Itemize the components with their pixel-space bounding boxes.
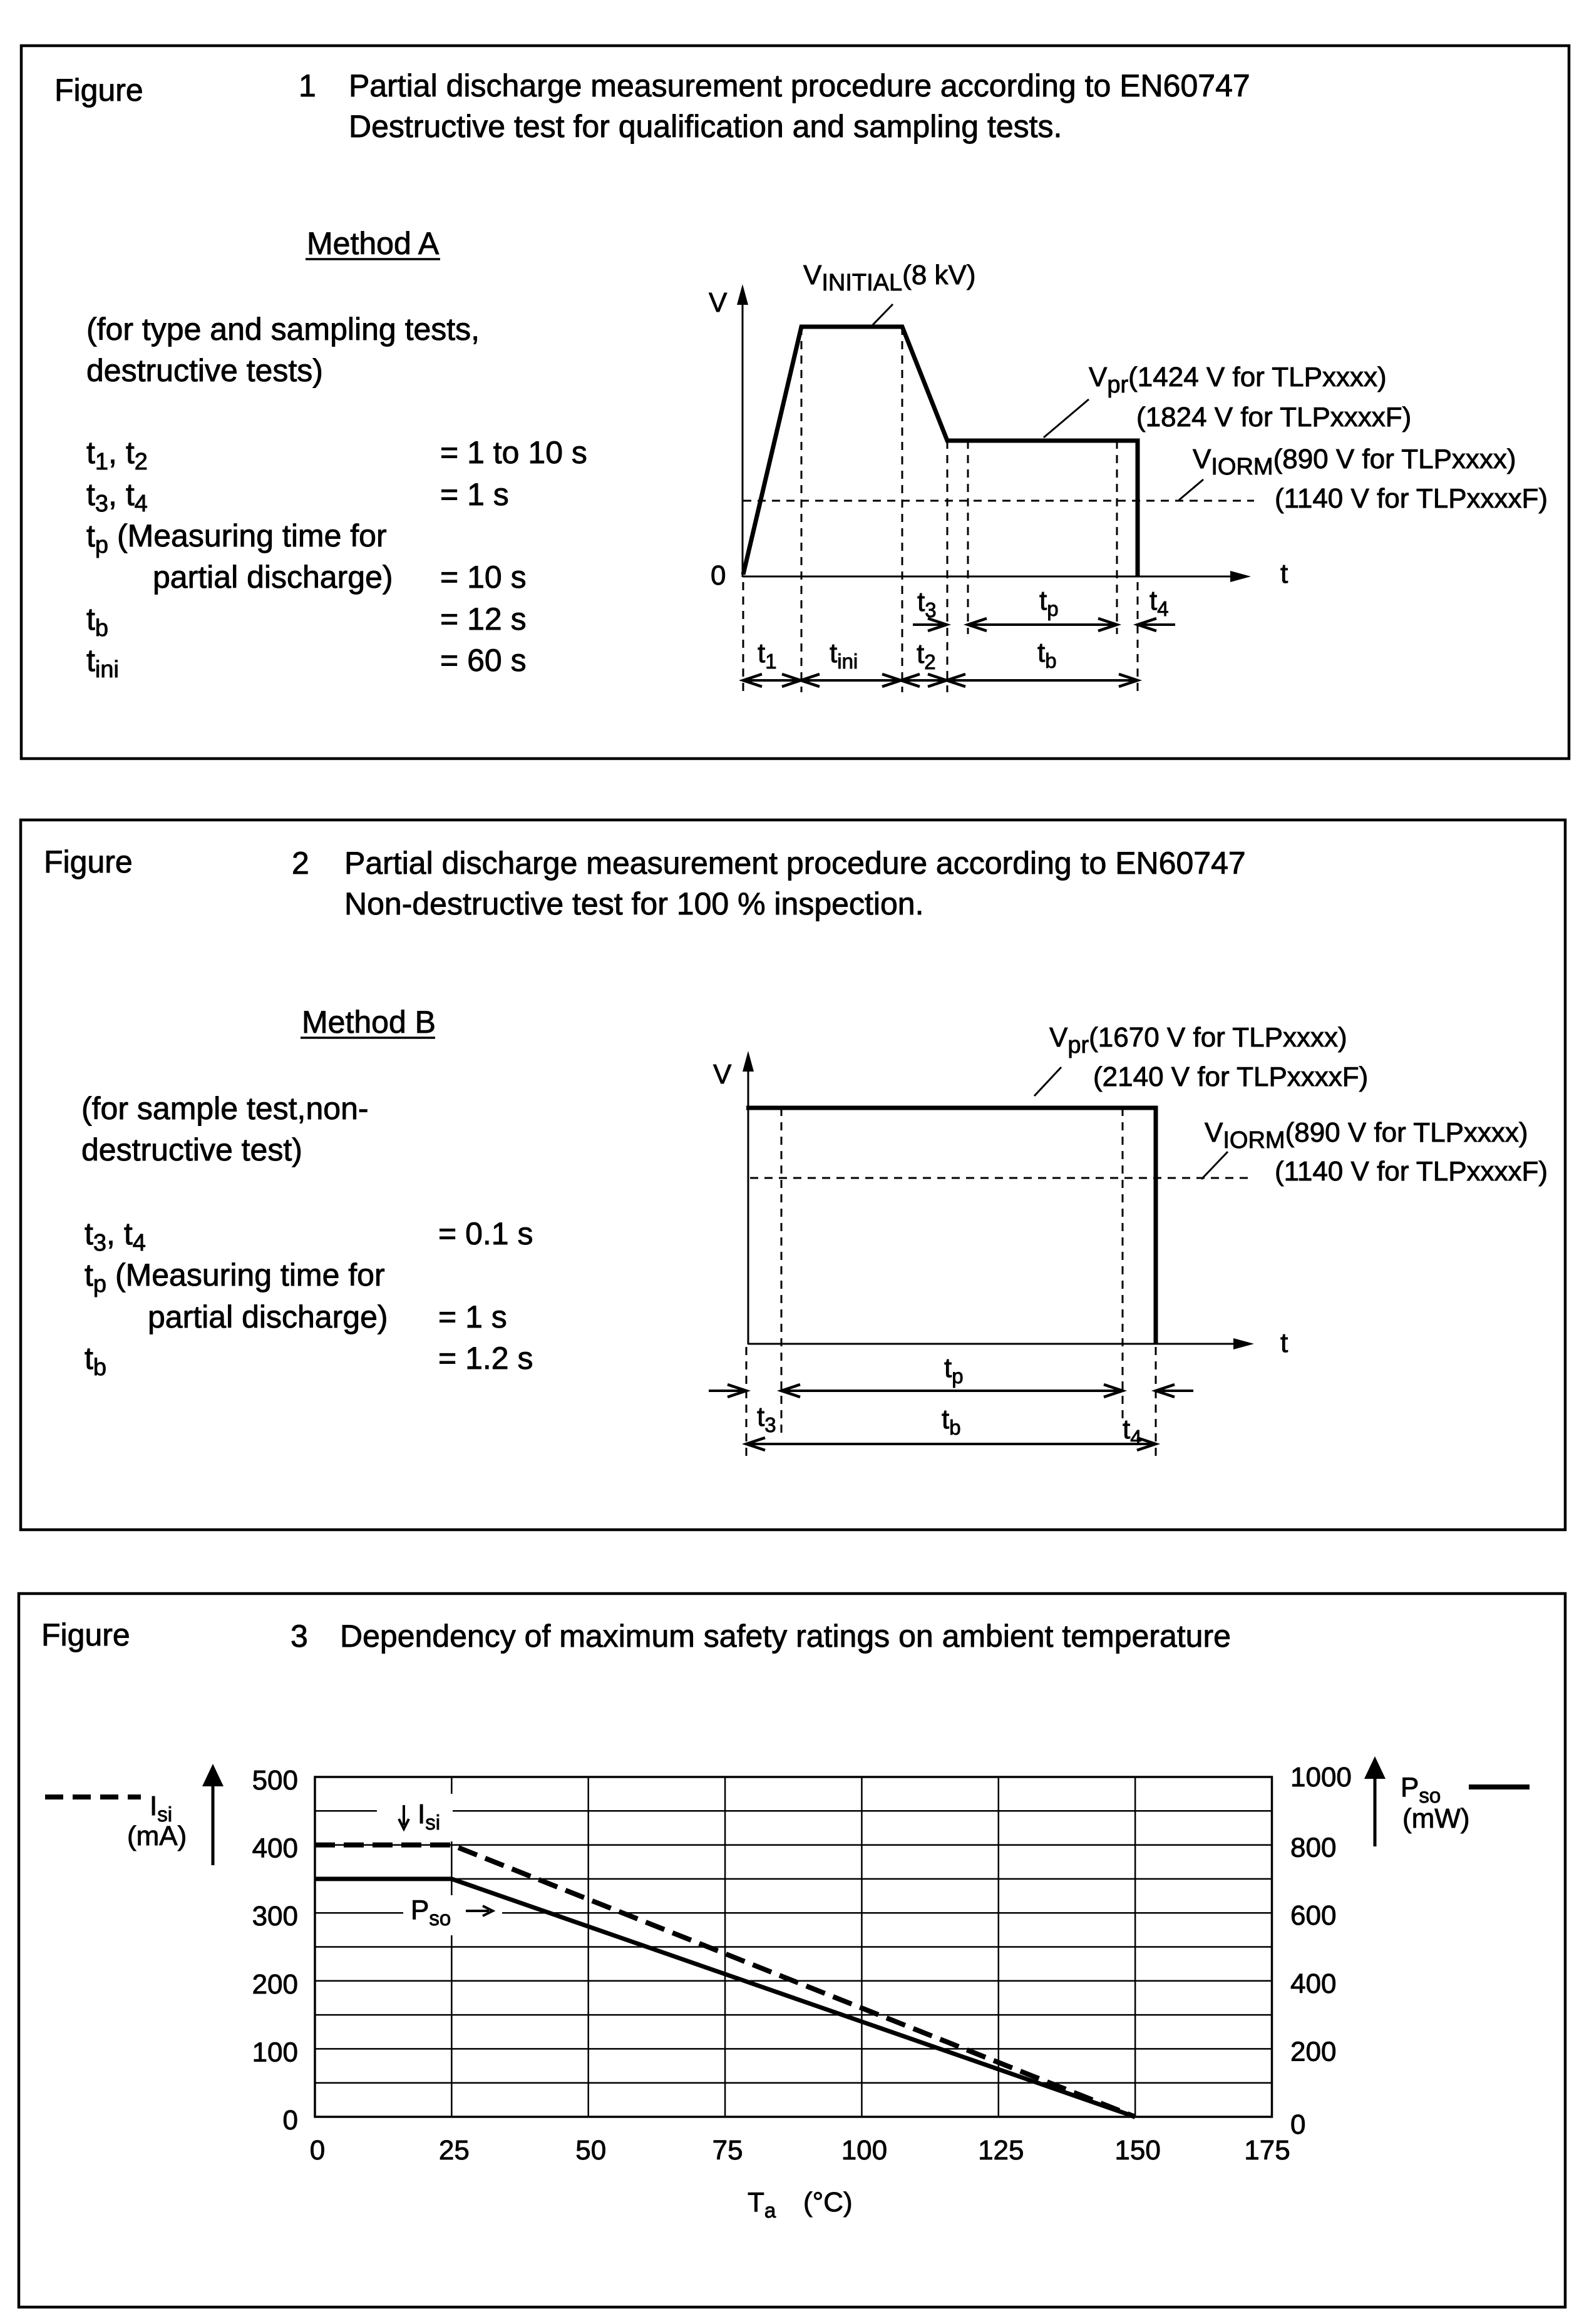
svg-text:(1140 V for TLPxxxxF): (1140 V for TLPxxxxF) — [1275, 483, 1548, 514]
svg-text:= 60 s: = 60 s — [440, 643, 527, 678]
svg-text:0: 0 — [711, 560, 726, 591]
svg-text:75: 75 — [712, 2135, 743, 2166]
svg-text:Method B: Method B — [302, 1005, 436, 1040]
svg-text:(for type and sampling tests,: (for type and sampling tests, — [86, 312, 480, 347]
svg-text:200: 200 — [1290, 2036, 1336, 2067]
svg-text:Figure: Figure — [41, 1617, 130, 1652]
svg-text:Pso​: Pso​ — [1401, 1772, 1441, 1807]
svg-text:partial discharge): partial discharge) — [153, 560, 393, 595]
svg-text:t: t — [1280, 1328, 1288, 1358]
svg-text:t4​: t4​ — [1149, 585, 1169, 620]
svg-text:500: 500 — [252, 1765, 298, 1796]
svg-text:t3​: t3​ — [917, 586, 937, 622]
svg-text:VINITIAL(8 kV): VINITIAL(8 kV) — [803, 260, 976, 296]
svg-text:1000: 1000 — [1290, 1762, 1352, 1793]
svg-text:tp​ (Measuring time for: tp​ (Measuring time for — [85, 1257, 385, 1298]
svg-text:t3​, t4​: t3​, t4​ — [86, 477, 148, 517]
svg-text:25: 25 — [439, 2135, 470, 2166]
svg-text:Method A: Method A — [307, 226, 440, 261]
svg-text:VIORM(890 V for TLPxxxx): VIORM(890 V for TLPxxxx) — [1193, 444, 1516, 480]
svg-text:t4​: t4​ — [1123, 1414, 1142, 1449]
svg-text:50: 50 — [575, 2135, 606, 2166]
svg-text:tb​: tb​ — [942, 1404, 961, 1439]
svg-text:tini​: tini​ — [86, 643, 119, 683]
svg-text:= 10 s: = 10 s — [440, 560, 527, 595]
svg-text:t: t — [1280, 558, 1288, 589]
svg-text:t3​: t3​ — [757, 1401, 776, 1436]
svg-text:tb​: tb​ — [85, 1341, 106, 1381]
svg-text:Partial discharge measurement: Partial discharge measurement procedure … — [344, 846, 1246, 881]
svg-text:(mW): (mW) — [1402, 1803, 1470, 1834]
svg-text:tb​: tb​ — [86, 601, 108, 642]
svg-text:t2​: t2​ — [917, 638, 936, 673]
svg-text:t3​, t4​: t3​, t4​ — [85, 1216, 146, 1256]
svg-text:100: 100 — [252, 2037, 298, 2067]
svg-text:150: 150 — [1114, 2135, 1160, 2166]
svg-text:125: 125 — [978, 2135, 1024, 2166]
svg-text:Figure: Figure — [44, 844, 133, 879]
svg-text:= 1 s: = 1 s — [440, 477, 509, 512]
svg-text:tp​ (Measuring time for: tp​ (Measuring time for — [86, 518, 387, 558]
svg-text:2: 2 — [292, 846, 309, 881]
svg-text:tini​: tini​ — [830, 638, 858, 673]
svg-text:Ta​: Ta​ — [748, 2187, 776, 2222]
svg-text:600: 600 — [1290, 1900, 1336, 1931]
svg-text:0: 0 — [310, 2135, 325, 2166]
svg-text:tp​: tp​ — [1039, 585, 1059, 620]
svg-text:destructive test): destructive test) — [81, 1132, 302, 1167]
svg-text:(mA): (mA) — [127, 1821, 187, 1851]
svg-text:= 1 s: = 1 s — [438, 1299, 507, 1334]
svg-text:destructive tests): destructive tests) — [86, 353, 323, 388]
svg-text:3: 3 — [291, 1619, 308, 1654]
svg-text:200: 200 — [252, 1969, 298, 2000]
svg-text:V: V — [709, 287, 728, 318]
svg-text:Dependency of maximum safety r: Dependency of maximum safety ratings on … — [340, 1619, 1231, 1654]
svg-text:0: 0 — [283, 2105, 298, 2136]
svg-text:VIORM(890 V for TLPxxxx): VIORM(890 V for TLPxxxx) — [1205, 1117, 1528, 1154]
svg-text:(2140 V for TLPxxxxF): (2140 V for TLPxxxxF) — [1093, 1062, 1368, 1092]
svg-text:= 1.2 s: = 1.2 s — [438, 1341, 533, 1376]
svg-text:= 12 s: = 12 s — [440, 601, 527, 637]
svg-text:t1​: t1​ — [758, 638, 777, 673]
svg-text:Destructive test for qualifica: Destructive test for qualification and s… — [349, 109, 1062, 144]
svg-text:tp​: tp​ — [944, 1353, 964, 1388]
svg-text:= 0.1 s: = 0.1 s — [438, 1216, 533, 1251]
svg-text:Figure: Figure — [54, 73, 143, 108]
svg-text:300: 300 — [252, 1901, 298, 1932]
svg-text:tb​: tb​ — [1037, 637, 1057, 672]
svg-text:Partial discharge measurement: Partial discharge measurement procedure … — [349, 68, 1250, 103]
svg-text:partial discharge): partial discharge) — [148, 1299, 388, 1334]
svg-text:Vpr(1670 V for TLPxxxx): Vpr(1670 V for TLPxxxx) — [1049, 1022, 1347, 1058]
svg-text:0: 0 — [1290, 2109, 1305, 2140]
svg-text:400: 400 — [252, 1833, 298, 1864]
svg-text:V: V — [713, 1059, 732, 1090]
svg-text:Non-destructive test for 100 %: Non-destructive test for 100 % inspectio… — [344, 886, 923, 921]
svg-text:= 1 to 10 s: = 1 to 10 s — [440, 435, 587, 470]
svg-text:t1​, t2​: t1​, t2​ — [86, 435, 148, 475]
svg-text:(1824 V for TLPxxxxF): (1824 V for TLPxxxxF) — [1136, 402, 1411, 433]
svg-text:(for sample test,non-: (for sample test,non- — [81, 1091, 369, 1126]
svg-text:Vpr(1424 V for TLPxxxx): Vpr(1424 V for TLPxxxx) — [1089, 362, 1387, 398]
svg-text:175: 175 — [1244, 2135, 1290, 2166]
svg-text:100: 100 — [841, 2135, 887, 2166]
svg-text:800: 800 — [1290, 1833, 1336, 1863]
svg-text:(°C): (°C) — [803, 2187, 853, 2218]
svg-text:(1140 V for TLPxxxxF): (1140 V for TLPxxxxF) — [1275, 1156, 1548, 1187]
svg-text:400: 400 — [1290, 1968, 1336, 1999]
svg-text:1: 1 — [299, 68, 316, 103]
